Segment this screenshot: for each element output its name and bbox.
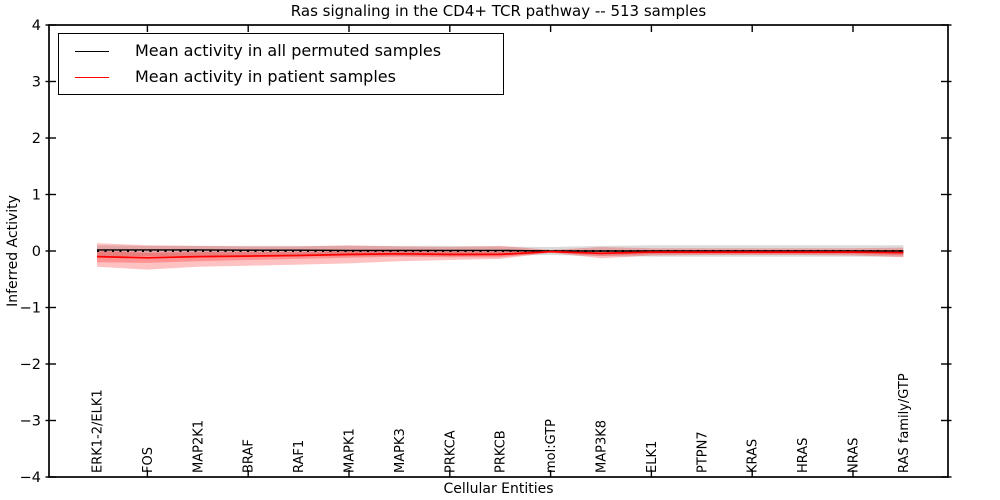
x-category-label: ELK1 (645, 441, 660, 473)
legend-label-patient: Mean activity in patient samples (135, 67, 396, 86)
patient-inner-band (97, 250, 904, 263)
y-tick-label: 3 (32, 75, 41, 91)
y-tick-label: 4 (32, 18, 41, 34)
y-tick-label: −2 (20, 357, 41, 373)
legend: Mean activity in all permuted samples Me… (58, 33, 504, 95)
x-category-label: MAPK1 (343, 428, 358, 473)
x-category-label: FOS (141, 447, 156, 473)
y-tick-label: 2 (32, 131, 41, 147)
y-axis-label: Inferred Activity (5, 195, 21, 307)
x-category-label: RAF1 (292, 440, 307, 473)
x-category-label: RAS family/GTP (897, 373, 912, 473)
x-axis-label: Cellular Entities (443, 481, 554, 497)
x-category-label: HRAS (796, 438, 811, 473)
x-category-label: MAP3K8 (595, 420, 610, 473)
x-category-label: MAP2K1 (191, 420, 206, 473)
x-category-label: KRAS (746, 439, 761, 473)
y-tick-label: −4 (20, 470, 41, 486)
y-tick-label: 0 (32, 244, 41, 260)
x-category-label: ERK1-2/ELK1 (91, 389, 106, 473)
x-category-label: mol:GTP (544, 419, 559, 473)
patient-mean-line (96, 250, 904, 259)
legend-entry-permuted: Mean activity in all permuted samples (75, 38, 503, 64)
x-category-label: NRAS (847, 438, 862, 473)
x-category-label: BRAF (242, 439, 257, 473)
chart-title: Ras signaling in the CD4+ TCR pathway --… (290, 2, 707, 20)
x-category-label: PTPN7 (695, 431, 710, 473)
permuted-mean-line (97, 249, 904, 252)
permuted-line-swatch (75, 50, 109, 52)
legend-label-permuted: Mean activity in all permuted samples (135, 41, 442, 60)
y-tick-label: −1 (20, 301, 41, 317)
x-category-label: PRKCA (443, 430, 458, 473)
y-tick-label: −3 (20, 414, 41, 430)
legend-entry-patient: Mean activity in patient samples (75, 64, 503, 90)
x-category-label: MAPK3 (393, 428, 408, 473)
patient-line-swatch (75, 76, 109, 78)
x-category-label: PRKCB (494, 430, 509, 473)
y-tick-label: 1 (32, 188, 41, 204)
